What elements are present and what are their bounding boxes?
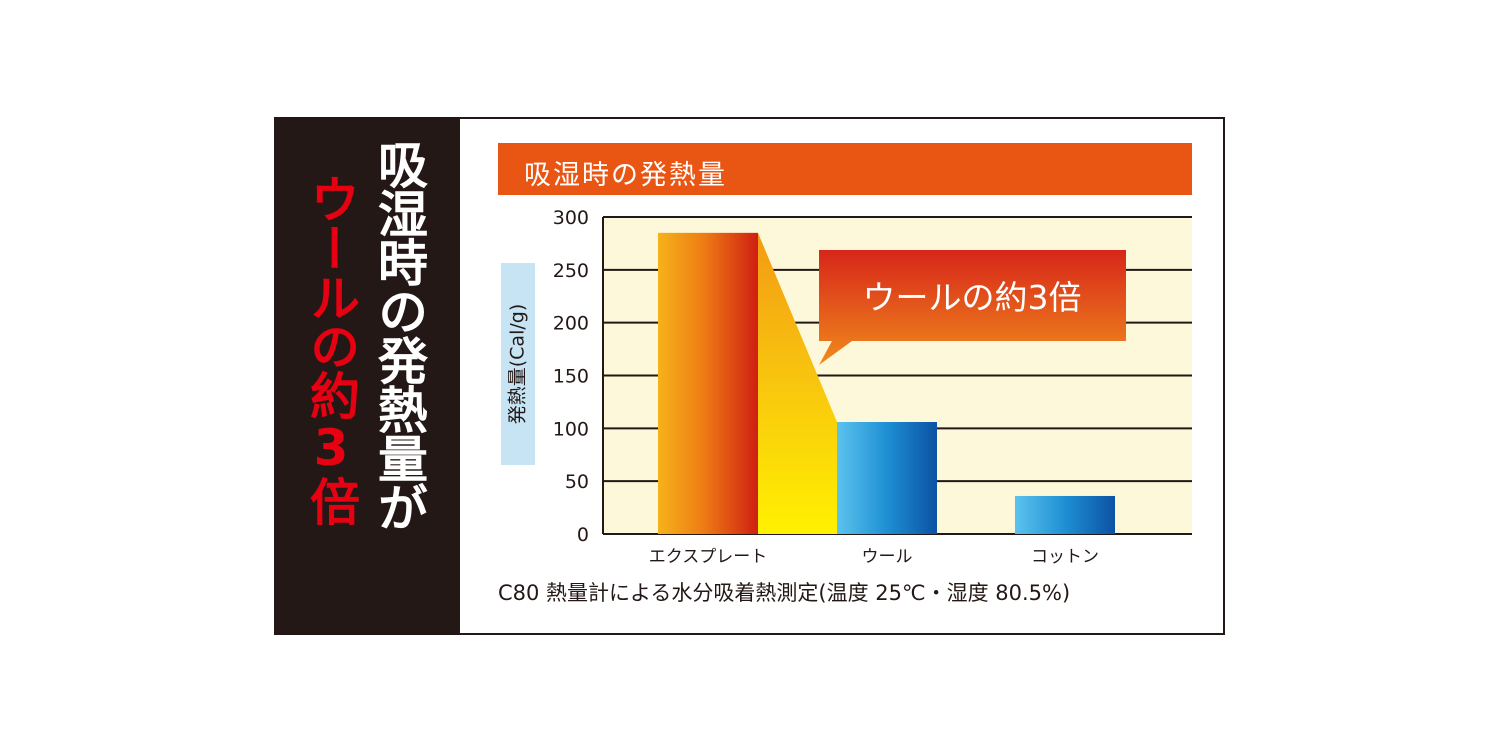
y-axis-label: 発熱量(Cal/g) — [507, 304, 529, 424]
headline-line-2: ウールの約3倍 — [302, 174, 360, 525]
measurement-footnote: C80 熱量計による水分吸着熱測定(温度 25℃・湿度 80.5%) — [498, 581, 1071, 605]
callout-text: ウールの約3倍 — [863, 278, 1082, 317]
y-tick-label: 100 — [553, 418, 589, 440]
headline-line-1: 吸湿時の発熱量が — [370, 139, 428, 531]
x-tick-label: ウール — [862, 547, 913, 567]
bar — [1015, 495, 1115, 534]
bar-chart: 0 50 100 150 200 250 300 発熱量(Cal/g) エクスプレート ウール コッ… — [501, 207, 1192, 567]
chart-title-bar: 吸湿時の発熱量 — [498, 143, 1192, 195]
y-axis-label-bg — [501, 263, 535, 465]
bar — [837, 421, 937, 534]
x-tick-label: コットン — [1031, 547, 1099, 567]
y-tick-label: 0 — [577, 524, 589, 546]
headline-banner: 吸湿時の発熱量が ウールの約3倍 — [276, 119, 460, 633]
comparison-wedge — [758, 232, 837, 534]
x-tick-label: エクスプレート — [649, 547, 768, 567]
bar — [658, 232, 758, 534]
y-tick-label: 250 — [553, 260, 589, 282]
y-tick-label: 150 — [553, 366, 589, 388]
chart-panel: 吸湿時の発熱量が ウールの約3倍 吸湿時の発熱量 — [274, 117, 1225, 635]
y-tick-label: 300 — [553, 207, 589, 229]
chart-title: 吸湿時の発熱量 — [524, 160, 727, 191]
callout-bubble — [819, 250, 1126, 365]
y-tick-label: 50 — [565, 471, 589, 493]
y-tick-label: 200 — [553, 313, 589, 335]
